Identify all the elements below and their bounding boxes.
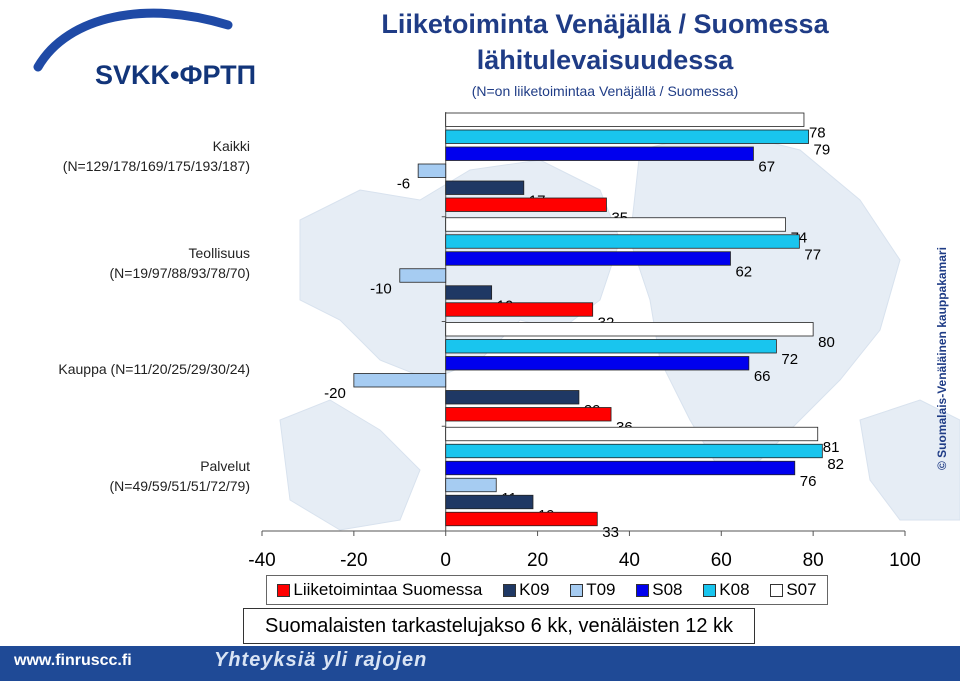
bar (417, 163, 447, 178)
logo-swoosh-icon (33, 8, 233, 72)
x-tick-label: 20 (527, 550, 548, 571)
data-label: 77 (804, 246, 821, 263)
data-label: 62 (735, 263, 752, 280)
legend-item-suomessa: Liiketoimintaa Suomessa (277, 580, 482, 600)
legend-item-k09: K09 (503, 580, 549, 600)
bar (445, 129, 809, 144)
footer-url[interactable]: www.finruscc.fi (14, 652, 132, 669)
bar (399, 268, 447, 283)
data-label: 67 (758, 159, 775, 176)
category-label-palvelut: Palvelut (N=49/59/51/51/72/79) (109, 458, 251, 494)
bar (445, 477, 497, 493)
bar (445, 339, 777, 354)
data-label: 81 (823, 439, 840, 456)
bar (445, 407, 612, 422)
data-label: 66 (754, 368, 771, 385)
category-label-kaikki: Kaikki (N=129/178/169/175/193/187) (62, 138, 250, 174)
data-label: -10 (370, 280, 392, 297)
data-label: 76 (800, 473, 817, 490)
legend: Liiketoimintaa Suomessa K09 T09 S08 K08 … (266, 575, 828, 605)
data-label: 72 (781, 351, 798, 368)
x-tick-label: 40 (619, 550, 640, 571)
data-label: 78 (809, 125, 826, 142)
page-subtitle: (N=on liiketoimintaa Venäjällä / Suomess… (471, 83, 739, 99)
x-tick-label: -20 (340, 550, 367, 571)
bar (445, 511, 598, 527)
x-tick-label: 0 (440, 550, 451, 571)
bar (445, 146, 754, 161)
note-box: Suomalaisten tarkastelujakso 6 kk, venäl… (243, 608, 755, 644)
bar (445, 217, 786, 232)
data-label: 82 (827, 456, 844, 473)
bar (445, 356, 750, 371)
bar (445, 494, 534, 510)
x-tick-label: -40 (248, 550, 275, 571)
footer-slogan: Yhteyksiä yli rajojen (214, 649, 428, 671)
bar (445, 234, 800, 249)
page-title-line2: lähitulevaisuudessa (476, 45, 734, 75)
bar (445, 322, 814, 337)
page-title: Liiketoiminta Venäjällä / Suomessa (381, 9, 829, 39)
data-label: -6 (397, 176, 410, 193)
category-label-kauppa: Kauppa (N=11/20/25/29/30/24) (58, 361, 250, 377)
bar (445, 251, 731, 266)
bar (445, 390, 580, 405)
bar (445, 197, 607, 212)
bar (445, 460, 796, 476)
footer-bar: www.finruscc.fi Yhteyksiä yli rajojen (0, 646, 960, 681)
bar (445, 180, 525, 195)
data-label: 80 (818, 334, 835, 351)
bar (445, 302, 594, 317)
bar (445, 426, 819, 442)
x-tick-label: 60 (711, 550, 732, 571)
legend-item-s08: S08 (636, 580, 683, 600)
legend-item-t09: T09 (570, 580, 615, 600)
legend-item-s07: S07 (770, 580, 817, 600)
bar (353, 373, 447, 388)
bar (445, 443, 823, 459)
data-label: -20 (324, 385, 346, 402)
legend-item-k08: K08 (703, 580, 750, 600)
copyright-side-text: © Suomalais-Venäläinen kauppakamari (935, 247, 949, 470)
data-label: 79 (814, 142, 831, 159)
bar (445, 112, 805, 127)
x-tick-label: 100 (889, 550, 921, 571)
category-label-teollisuus: Teollisuus (N=19/97/88/93/78/70) (109, 245, 251, 281)
bar (445, 285, 493, 300)
data-label: 33 (602, 524, 619, 541)
x-tick-label: 80 (803, 550, 824, 571)
logo: SVKK•ФРТП (95, 60, 257, 90)
